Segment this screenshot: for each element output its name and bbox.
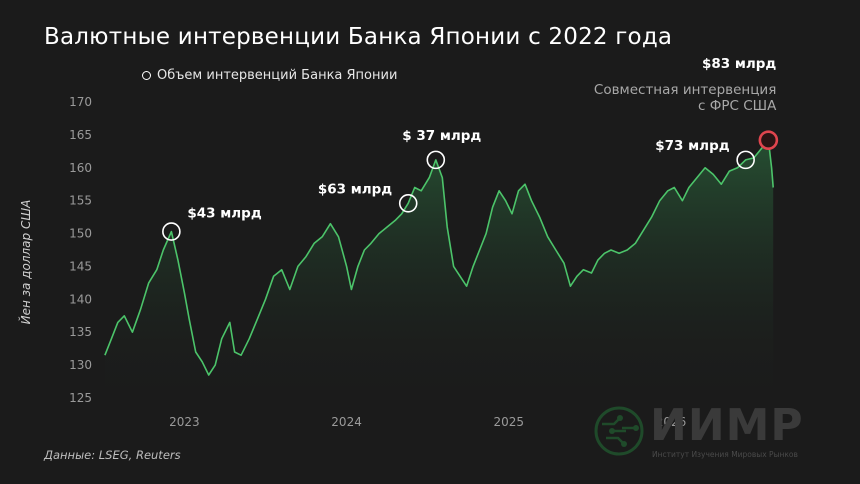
- x-axis: 2023 2024 2025 2026: [169, 415, 686, 429]
- y-tick-label: 165: [69, 128, 92, 142]
- y-tick-label: 160: [69, 161, 92, 175]
- logo: ИИМР Институт Изучения Мировых Рынков: [592, 402, 822, 464]
- y-tick-label: 155: [69, 194, 92, 208]
- series-area: [104, 140, 774, 398]
- annotations: $43 млрд $63 млрд $ 37 млрд $73 млрд Совмест…: [162, 56, 779, 241]
- data-source: Данные: LSEG, Reuters: [44, 448, 181, 462]
- x-tick-label: 2023: [169, 415, 200, 429]
- intervention-marker: [162, 222, 181, 241]
- legend-label: Объем интервенций Банка Японии: [157, 68, 398, 83]
- x-tick-label: 2024: [331, 415, 362, 429]
- y-tick-label: 140: [69, 292, 92, 306]
- y-tick-label: 125: [69, 391, 92, 405]
- annotation-label: $73 млрд: [655, 138, 729, 154]
- x-tick-label: 2026: [656, 415, 687, 429]
- intervention-marker: [426, 150, 446, 170]
- y-tick-label: 135: [69, 325, 92, 339]
- annotation-label: $ 37 млрд: [402, 128, 481, 144]
- legend-ring-icon: [142, 71, 151, 80]
- annotation-note: с ФРС США: [698, 98, 777, 114]
- intervention-marker: [398, 193, 418, 213]
- globe-circuit-icon: [594, 406, 644, 456]
- logo-subtitle: Институт Изучения Мировых Рынков: [652, 450, 798, 459]
- logo-text: ИИМР: [650, 400, 804, 451]
- series-line: [104, 139, 774, 376]
- y-tick-label: 150: [69, 227, 92, 241]
- chart-title: Валютные интервенции Банка Японии с 2022…: [44, 24, 673, 50]
- y-tick-label: 145: [69, 259, 92, 273]
- y-axis: 125 130 135 140 145 150 155 160 165 170: [69, 95, 92, 405]
- annotation-label: $83 млрд: [702, 56, 776, 72]
- intervention-marker-highlight: [758, 130, 779, 150]
- legend: Объем интервенций Банка Японии: [142, 68, 397, 83]
- annotation-label: $43 млрд: [187, 206, 261, 222]
- y-tick-label: 130: [69, 358, 92, 372]
- intervention-marker: [736, 150, 755, 170]
- annotation-note: Совместная интервенция: [594, 82, 776, 98]
- y-tick-label: 170: [69, 95, 92, 109]
- x-tick-label: 2025: [494, 415, 525, 429]
- annotation-label: $63 млрд: [318, 181, 392, 197]
